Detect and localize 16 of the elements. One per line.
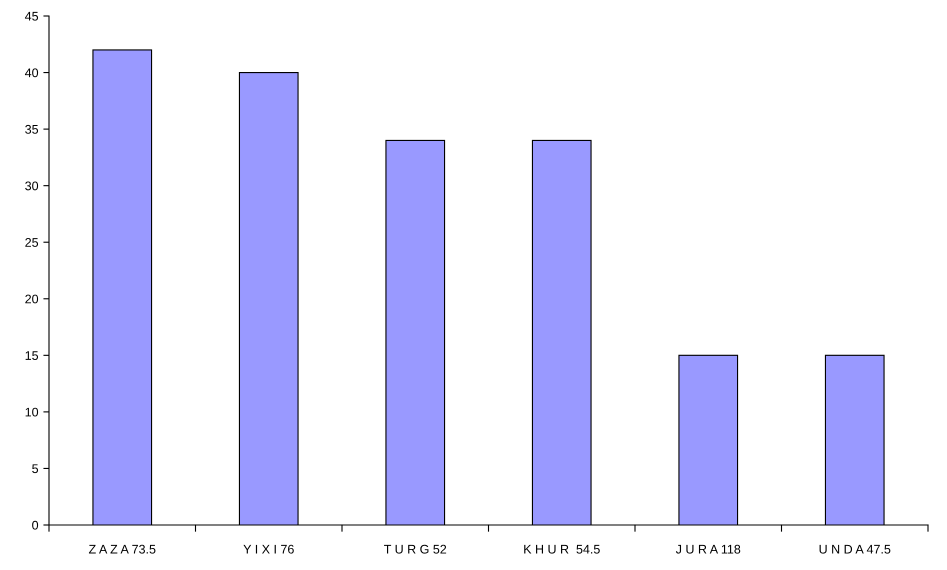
y-tick-label: 15 <box>26 351 38 360</box>
y-tick-label: 10 <box>26 408 38 417</box>
x-tick-label: Z A Z A 73.5 <box>88 544 156 554</box>
y-tick-label: 35 <box>25 124 38 134</box>
y-tick-label: 20 <box>25 294 38 304</box>
x-tick-label: J U R A 118 <box>676 544 740 554</box>
y-tick-label: 45 <box>24 12 38 21</box>
x-tick-label: U N D A 47.5 <box>820 544 890 554</box>
x-tick-label: T U R G 52 <box>384 544 446 554</box>
x-tick-label: Y I X I 76 <box>243 544 294 554</box>
y-tick-label: 40 <box>24 68 38 78</box>
y-tick-label: 0 <box>32 520 38 530</box>
y-tick-label: 25 <box>25 238 38 247</box>
x-tick-label: K H U R 54.5 <box>524 544 600 554</box>
y-tick-label: 5 <box>32 464 38 474</box>
y-tick-label: 30 <box>25 181 38 190</box>
